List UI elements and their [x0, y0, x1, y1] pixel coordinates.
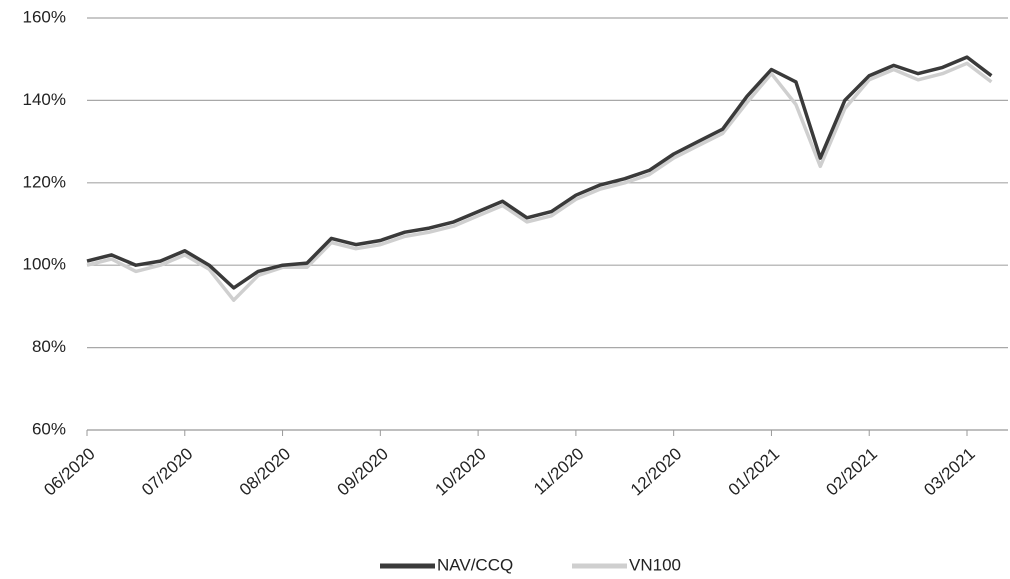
- y-tick-label: 100%: [23, 255, 66, 274]
- series-line: [86, 61, 993, 302]
- x-tick-label: 07/2020: [138, 444, 196, 499]
- y-tick-label: 60%: [32, 419, 66, 438]
- legend-label: VN100: [629, 555, 681, 574]
- y-tick-label: 160%: [23, 7, 66, 26]
- series-line: [86, 55, 993, 290]
- x-tick-label: 01/2021: [725, 444, 783, 499]
- x-tick-label: 10/2020: [431, 444, 489, 499]
- x-tick-label: 12/2020: [627, 444, 685, 499]
- x-tick-label: 11/2020: [530, 444, 587, 498]
- legend-label: NAV/CCQ: [437, 555, 513, 574]
- y-tick-label: 120%: [23, 172, 66, 191]
- x-tick-label: 06/2020: [40, 444, 98, 499]
- y-tick-label: 140%: [23, 90, 66, 109]
- x-tick-label: 03/2021: [920, 444, 978, 499]
- x-tick-label: 08/2020: [236, 444, 294, 499]
- x-tick-label: 02/2021: [823, 444, 881, 499]
- y-tick-label: 80%: [32, 337, 66, 356]
- x-tick-label: 09/2020: [334, 444, 392, 499]
